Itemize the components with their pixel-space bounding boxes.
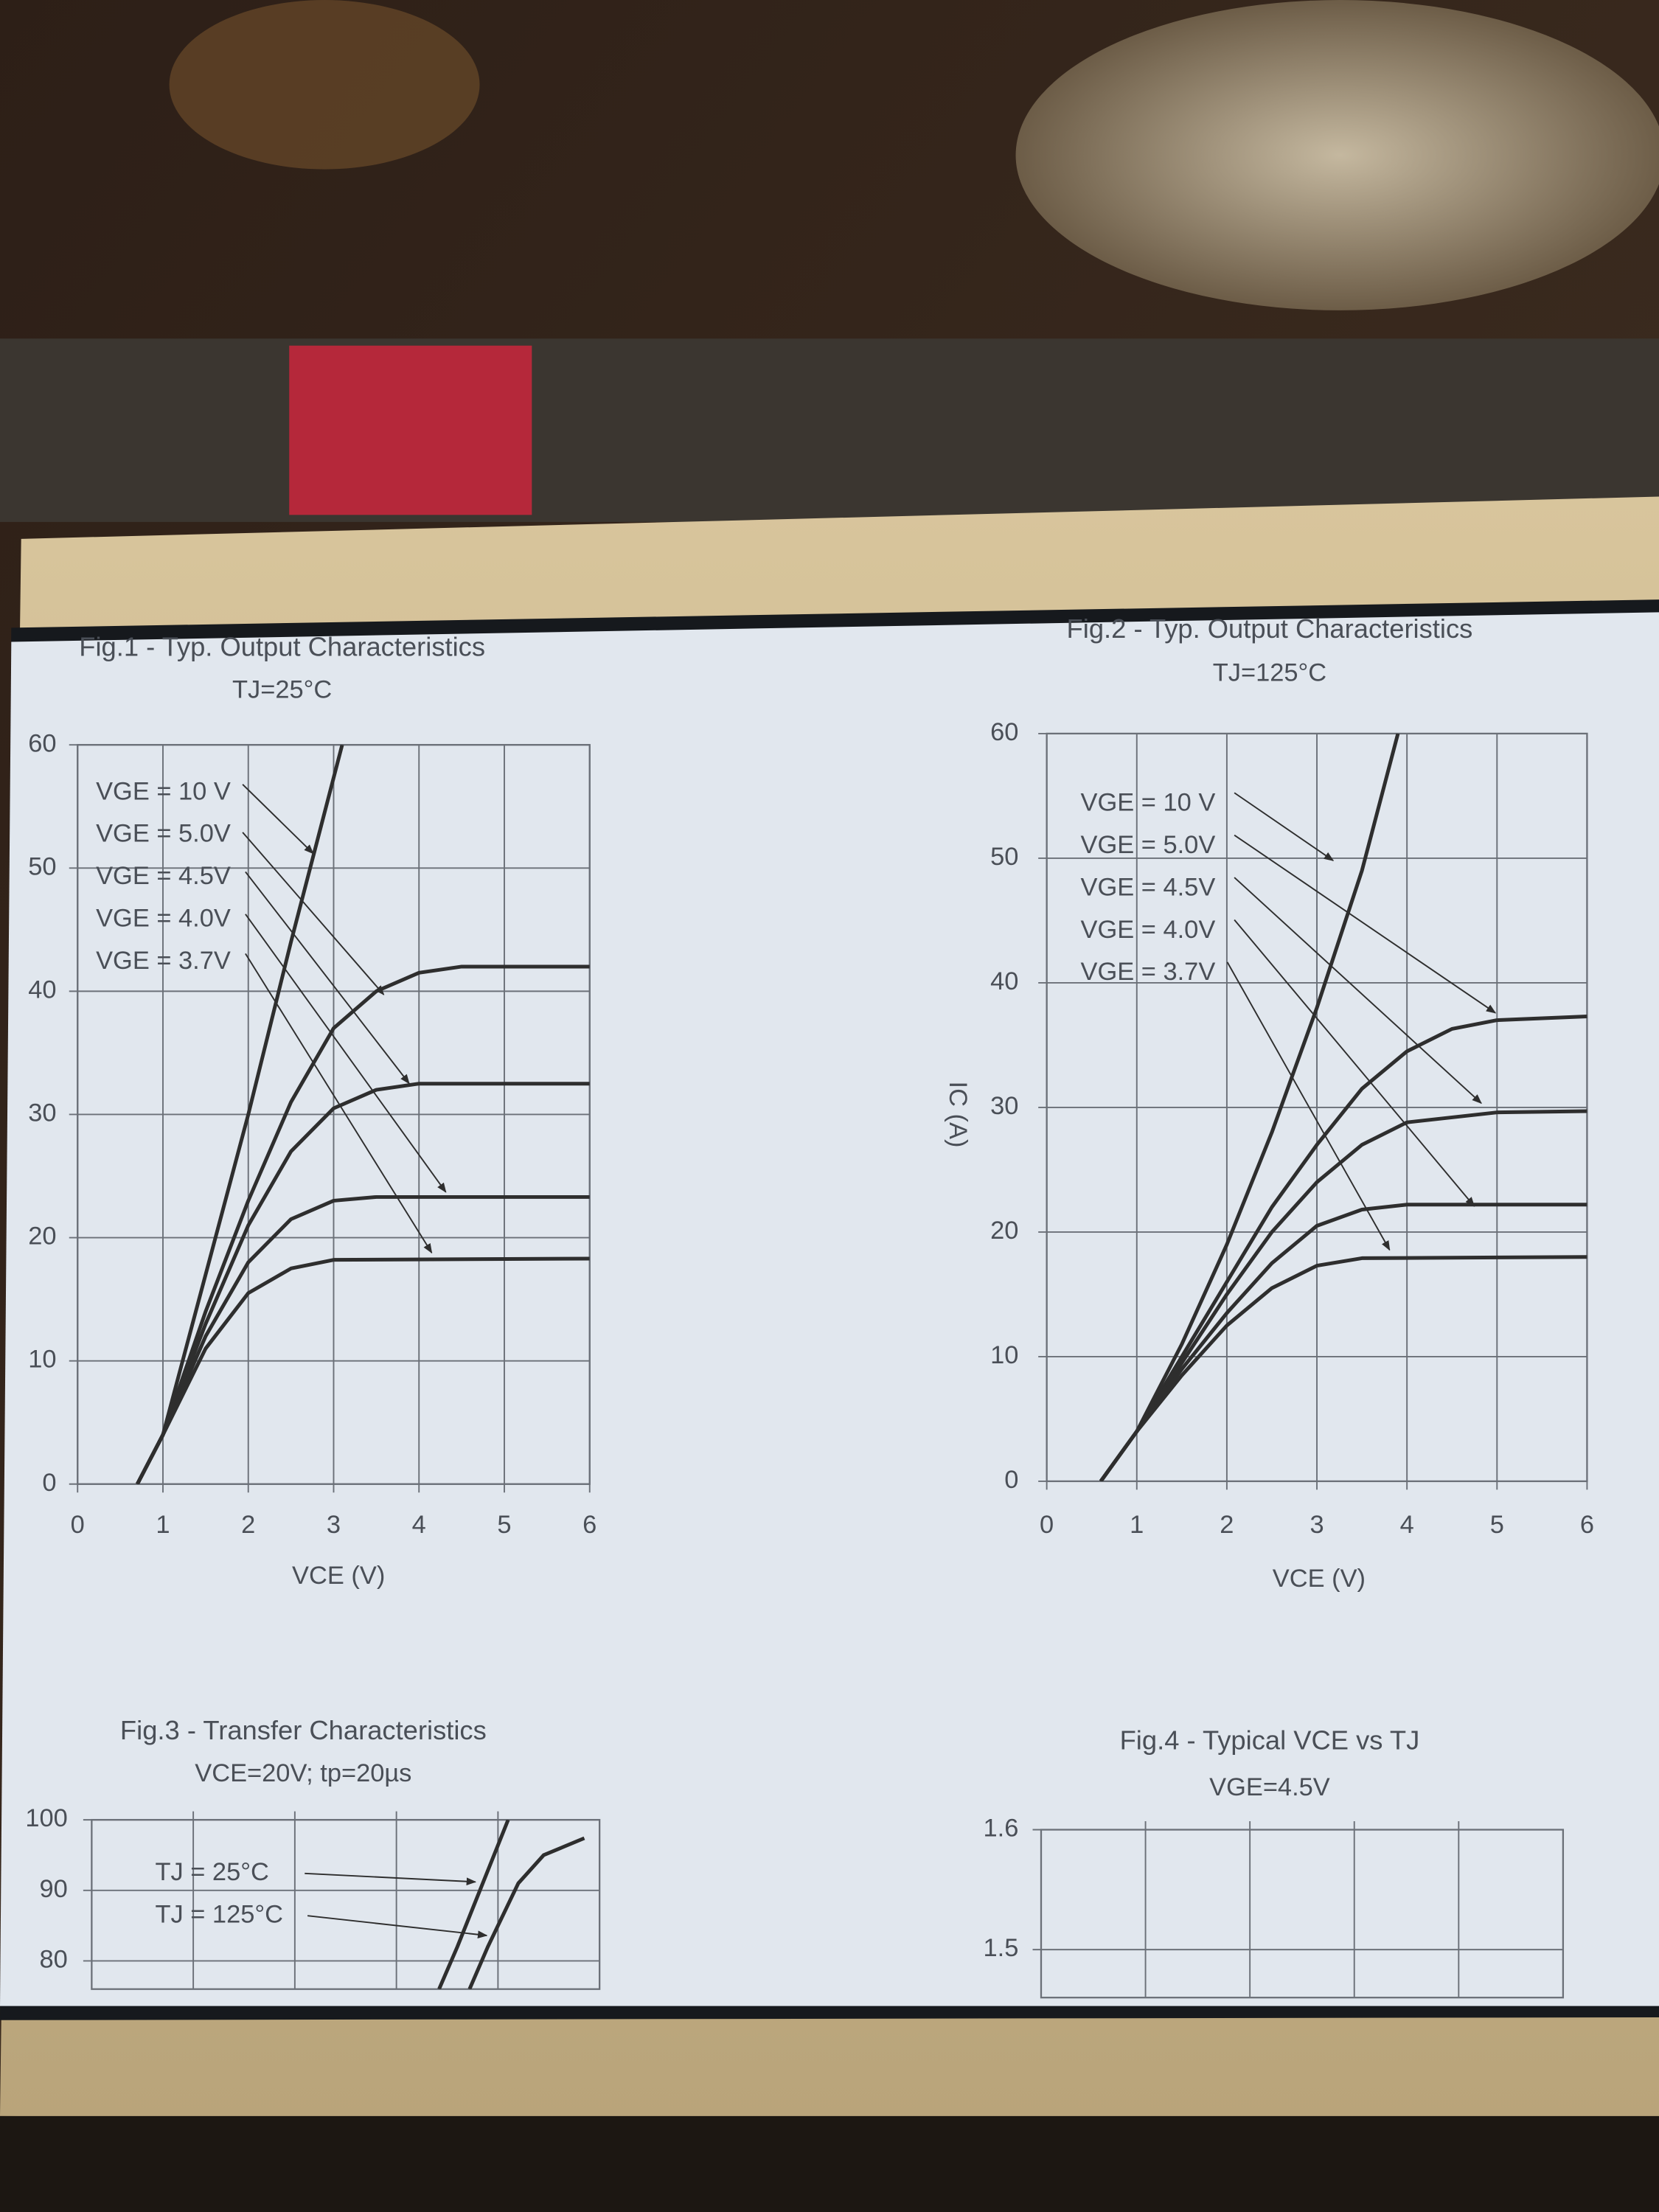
y-tick-label: 20: [990, 1217, 1018, 1245]
y-tick-label: 10: [28, 1346, 56, 1374]
y-tick-label: 10: [990, 1341, 1018, 1369]
cloth: [0, 338, 1659, 522]
x-tick-label: 1: [156, 1511, 170, 1539]
y-tick-label: 50: [28, 852, 56, 880]
legend-arrow: [1234, 877, 1482, 1105]
legend-label: VGE = 10 V: [1081, 789, 1216, 817]
y-tick-label: 60: [990, 718, 1018, 746]
series-line: [136, 1256, 590, 1484]
y-axis-label: IC (A): [944, 1082, 972, 1148]
legend-label: VGE = 3.7V: [96, 947, 231, 975]
legend-arrow: [1234, 834, 1497, 1014]
chart-title: Fig.1 - Typ. Output Characteristics: [79, 632, 485, 662]
x-tick-label: 2: [1220, 1511, 1234, 1539]
x-tick-label: 4: [1400, 1511, 1414, 1539]
y-tick-label: 90: [40, 1875, 68, 1903]
x-tick-label: 2: [241, 1511, 255, 1539]
chart-subtitle: TJ=25°C: [232, 676, 332, 704]
legend-arrow: [1226, 961, 1391, 1251]
chart: Fig.1 - Typ. Output Characteristics TJ=25…: [28, 632, 597, 1590]
legend-arrow: [242, 784, 314, 855]
y-tick-label: 1.6: [984, 1815, 1019, 1843]
series-line: [467, 1836, 585, 1989]
y-tick-label: 60: [28, 729, 56, 757]
legend-arrow: [1234, 919, 1475, 1207]
legend-label: VGE = 10 V: [96, 777, 231, 805]
chart-title: Fig.4 - Typical VCE vs TJ: [1120, 1725, 1420, 1755]
legend-arrow: [245, 953, 433, 1254]
x-tick-label: 3: [327, 1511, 341, 1539]
legend-label: TJ = 25°C: [155, 1858, 268, 1886]
chart: Fig.2 - Typ. Output Characteristics TJ=12…: [944, 613, 1594, 1593]
chart-subtitle: VGE=4.5V: [1209, 1773, 1330, 1801]
x-tick-label: 6: [582, 1511, 597, 1539]
y-tick-label: 80: [40, 1946, 68, 1974]
y-tick-label: 0: [1004, 1466, 1018, 1494]
y-tick-label: 20: [28, 1222, 56, 1251]
legend-arrow: [245, 871, 410, 1085]
x-tick-label: 1: [1130, 1511, 1144, 1539]
x-axis-label: VCE (V): [1273, 1565, 1366, 1593]
y-tick-label: 40: [990, 967, 1018, 995]
object: [1015, 0, 1659, 310]
table: [0, 2115, 1659, 2212]
y-tick-label: 100: [25, 1804, 67, 1832]
legend-label: VGE = 3.7V: [1081, 958, 1216, 986]
x-tick-label: 5: [1490, 1511, 1504, 1539]
chart-title: Fig.2 - Typ. Output Characteristics: [1067, 613, 1473, 644]
x-tick-label: 5: [497, 1511, 511, 1539]
x-axis-label: VCE (V): [292, 1562, 385, 1590]
series-line: [1099, 1255, 1587, 1481]
series-line: [437, 1820, 510, 1989]
legend-arrow: [305, 1872, 477, 1886]
x-tick-label: 0: [71, 1511, 85, 1539]
legend-arrow: [242, 832, 385, 995]
legend-arrow: [1234, 792, 1335, 861]
series-line: [136, 964, 590, 1484]
legend-label: VGE = 5.0V: [96, 820, 231, 848]
x-tick-label: 3: [1310, 1511, 1324, 1539]
x-tick-label: 0: [1040, 1511, 1054, 1539]
tape: [289, 345, 532, 515]
y-tick-label: 30: [28, 1099, 56, 1127]
object: [169, 0, 480, 170]
screen: [0, 612, 1659, 2006]
chart-subtitle: VCE=20V; tp=20µs: [195, 1759, 411, 1787]
chart: Fig.4 - Typical VCE vs TJ VGE=4.5V 1.5 1.6: [984, 1725, 1565, 1999]
legend-label: TJ = 125°C: [155, 1900, 283, 1928]
legend-label: VGE = 5.0V: [1081, 831, 1216, 859]
legend-label: VGE = 4.0V: [96, 905, 231, 933]
legend-label: VGE = 4.0V: [1081, 916, 1216, 944]
legend-arrow: [245, 914, 447, 1193]
legend-label: VGE = 4.5V: [96, 862, 231, 890]
chart-subtitle: TJ=125°C: [1213, 659, 1326, 687]
x-tick-label: 4: [412, 1511, 426, 1539]
x-tick-label: 6: [1580, 1511, 1594, 1539]
y-tick-label: 50: [990, 843, 1018, 871]
series-line: [1099, 1015, 1587, 1481]
y-tick-label: 0: [42, 1469, 56, 1497]
legend-arrow: [307, 1915, 488, 1939]
y-tick-label: 1.5: [984, 1934, 1019, 1962]
legend-label: VGE = 4.5V: [1081, 873, 1216, 901]
chart-title: Fig.3 - Transfer Characteristics: [120, 1715, 487, 1745]
charts: Fig.1 - Typ. Output Characteristics TJ=25…: [25, 613, 1594, 1999]
y-tick-label: 40: [28, 975, 56, 1004]
chart: Fig.3 - Transfer Characteristics VCE=20V;…: [25, 1715, 601, 1990]
y-tick-label: 30: [990, 1092, 1018, 1120]
